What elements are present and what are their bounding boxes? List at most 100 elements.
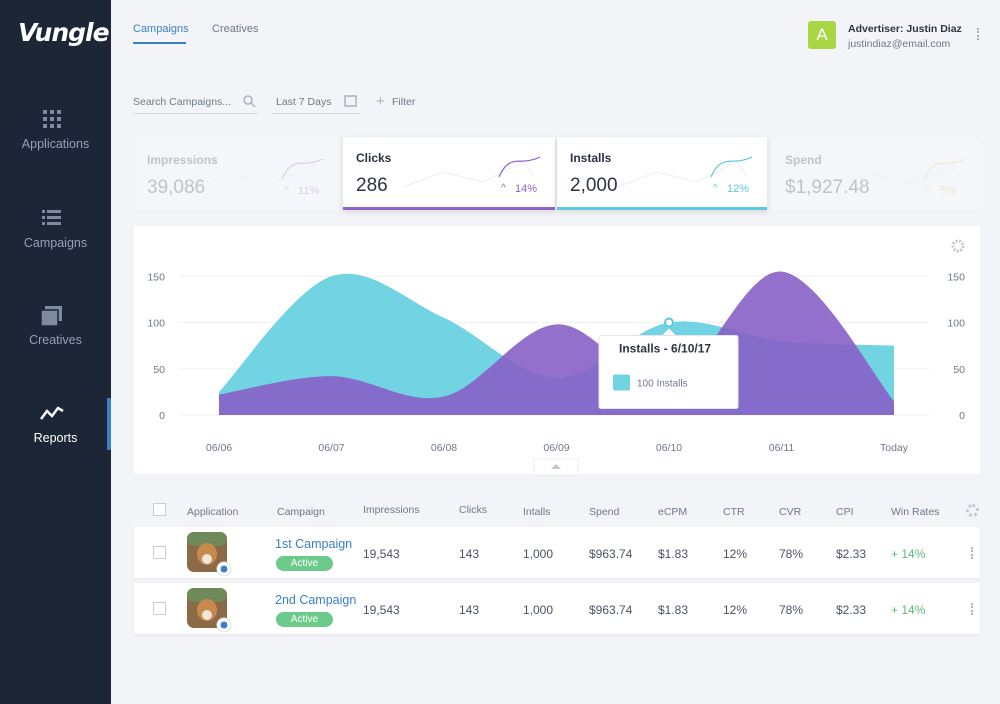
- y-tick-label: 50: [153, 364, 165, 376]
- table-header[interactable]: CPI: [836, 506, 854, 518]
- sparkline: [616, 156, 753, 188]
- platform-icon: [220, 565, 228, 573]
- tab[interactable]: Campaigns: [133, 23, 189, 35]
- status-badge: Active: [276, 612, 333, 627]
- table-header[interactable]: Impressions: [363, 504, 420, 516]
- y-tick-label: 100: [147, 318, 165, 330]
- icon-dot: [50, 110, 54, 114]
- table-cell: $2.33: [836, 547, 867, 561]
- search-input[interactable]: Search Campaigns...: [133, 96, 258, 114]
- bg-line: [831, 163, 961, 190]
- table-header[interactable]: Win Rates: [891, 506, 940, 518]
- kpi-label: Spend: [785, 153, 822, 167]
- checkbox[interactable]: [153, 503, 166, 516]
- kpi-arrow: ^: [284, 185, 289, 196]
- y-tick-label: 0: [159, 410, 165, 422]
- tooltip-swatch: [613, 374, 630, 391]
- filter-label[interactable]: Filter: [392, 96, 416, 108]
- icon-dot: [57, 124, 61, 128]
- checkbox[interactable]: [153, 546, 166, 559]
- kpi-value: $1,927.48: [785, 177, 870, 198]
- calendar-icon: [344, 95, 357, 107]
- icon-dot: [42, 222, 45, 225]
- table-cell: 1,000: [523, 547, 554, 561]
- user-email: justindiaz@email.com: [848, 38, 951, 50]
- nav-item[interactable]: Applications: [21, 137, 90, 151]
- icon-dot: [42, 210, 45, 213]
- tooltip: [598, 335, 739, 409]
- tab[interactable]: Creatives: [212, 23, 259, 35]
- app-icon: [187, 588, 232, 632]
- kpi-change: 14%: [515, 183, 538, 195]
- kpi-arrow: ^: [926, 185, 931, 196]
- menu-dots: [977, 28, 979, 40]
- sparkline: [193, 158, 324, 190]
- icon-bar: [47, 216, 61, 219]
- x-tick-label: 06/08: [431, 442, 457, 454]
- table-cell: $1.83: [658, 547, 689, 561]
- table-header[interactable]: Spend: [589, 506, 620, 518]
- nav-icon: [43, 110, 61, 128]
- campaign-link[interactable]: 2nd Campaign: [275, 593, 357, 607]
- table-cell: 19,543: [363, 603, 400, 617]
- table-header[interactable]: CTR: [723, 506, 745, 518]
- kpi-card[interactable]: Installs 2,000 ^ 12%: [557, 137, 767, 210]
- dog-muzzle: [202, 554, 212, 564]
- user-name: Advertiser: Justin Diaz: [848, 23, 962, 35]
- y2-tick-label: 0: [959, 410, 965, 422]
- icon: [250, 102, 256, 108]
- table-header[interactable]: CVR: [779, 506, 802, 518]
- table-cell: + 14%: [891, 547, 926, 561]
- table-cell: $2.33: [836, 603, 867, 617]
- date-picker[interactable]: Last 7 Days: [272, 96, 360, 114]
- campaign-link[interactable]: 1st Campaign: [275, 537, 353, 551]
- icon-dot: [43, 110, 47, 114]
- bg-line: [193, 163, 319, 190]
- tooltip-text: 100 Installs: [637, 379, 688, 390]
- icon-line: [40, 406, 64, 420]
- nav-icon: [40, 306, 62, 327]
- icon-dot: [57, 110, 61, 114]
- sparkline: [402, 156, 541, 188]
- table-cell: 78%: [779, 603, 804, 617]
- nav-icon: [40, 406, 64, 420]
- search-icon: [243, 95, 256, 108]
- checkbox[interactable]: [153, 602, 166, 615]
- tooltip-point: [664, 317, 674, 328]
- table-header[interactable]: Clicks: [459, 504, 487, 516]
- kpi-change: 5%: [940, 185, 956, 197]
- table-cell: 12%: [723, 603, 748, 617]
- table-settings[interactable]: [966, 504, 979, 517]
- icon-dot: [57, 117, 61, 121]
- y2-tick-label: 100: [947, 318, 965, 330]
- table-cell: $963.74: [589, 603, 633, 617]
- kpi-change: 11%: [298, 185, 320, 197]
- app-image-bg: [187, 588, 227, 602]
- kpi-value: 39,086: [147, 177, 206, 198]
- bg-line: [402, 161, 536, 188]
- chart: 0 50 100 150 0 50 100 150 06/06 06/07 06/08 06/09 06…: [147, 239, 965, 476]
- app-icon: [187, 532, 232, 576]
- table-header[interactable]: eCPM: [658, 506, 688, 518]
- kpi-label: Impressions: [147, 153, 218, 167]
- icon-dot: [43, 124, 47, 128]
- kpi-card[interactable]: Clicks 286 ^ 14%: [343, 137, 555, 210]
- nav-item[interactable]: Creatives: [29, 333, 82, 347]
- kpi-value: 2,000: [570, 175, 618, 196]
- kpi-card[interactable]: Spend $1,927.48 ^ 5%: [772, 139, 980, 210]
- trend-line: [498, 156, 541, 178]
- table-header: Campaign: [277, 506, 325, 518]
- avatar: A: [808, 21, 836, 49]
- row-menu[interactable]: [971, 603, 973, 615]
- logo[interactable]: Vungle: [18, 18, 110, 47]
- icon-frame: [40, 309, 59, 327]
- nav-item[interactable]: Campaigns: [23, 236, 88, 250]
- table-cell: 19,543: [363, 547, 400, 561]
- row-menu[interactable]: [971, 547, 973, 559]
- kpi-card[interactable]: Impressions 39,086 ^ 11%: [134, 139, 338, 210]
- table-row: 1st Campaign Active 19,543 143 1,000 $963.74 $…: [134, 527, 980, 578]
- table-cell: + 14%: [891, 603, 926, 617]
- table-header[interactable]: Intalls: [523, 506, 551, 518]
- nav-item[interactable]: Reports: [33, 431, 78, 445]
